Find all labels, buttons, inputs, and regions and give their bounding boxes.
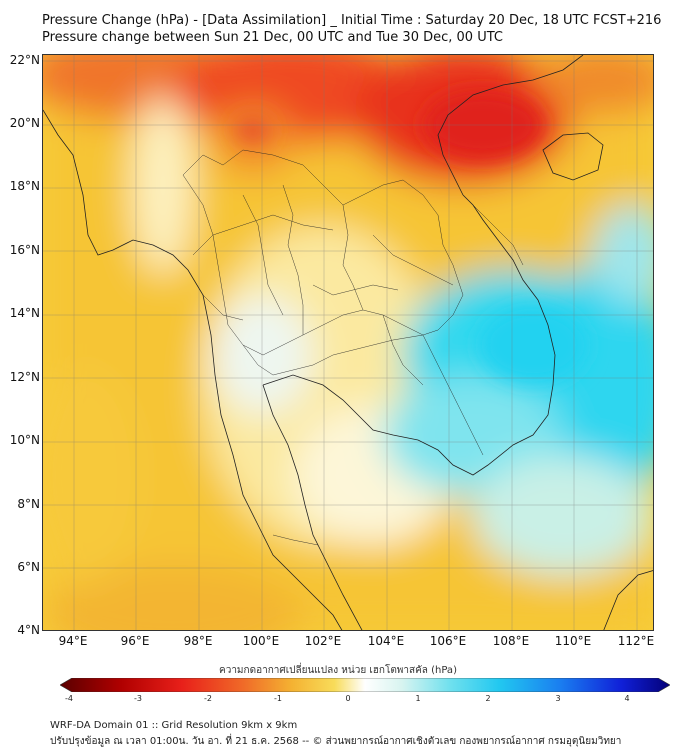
- footer-model-info: WRF-DA Domain 01 :: Grid Resolution 9km …: [50, 720, 298, 731]
- lat-label-12n: 12°N: [9, 370, 40, 384]
- colorbar-tick: 2: [485, 694, 491, 703]
- admin-borders: [182, 149, 524, 546]
- chart-title: Pressure Change (hPa) - [Data Assimilati…: [42, 13, 662, 28]
- lat-label-6n: 6°N: [17, 560, 40, 574]
- lat-label-18n: 18°N: [9, 179, 40, 193]
- lat-label-14n: 14°N: [9, 306, 40, 320]
- colorbar-tick: -2: [204, 694, 212, 703]
- lon-label-94e: 94°E: [58, 634, 88, 648]
- lon-label-98e: 98°E: [183, 634, 213, 648]
- lat-label-4n: 4°N: [17, 623, 40, 637]
- graticule: [43, 55, 653, 630]
- lat-label-22n: 22°N: [9, 53, 40, 67]
- lon-label-108e: 108°E: [492, 634, 530, 648]
- lon-label-100e: 100°E: [242, 634, 280, 648]
- footer-credit: ปรับปรุงข้อมูล ณ เวลา 01:00น. วัน อา. ที…: [50, 736, 622, 747]
- colorbar-tick: -1: [274, 694, 282, 703]
- lon-label-110e: 110°E: [554, 634, 592, 648]
- chart-subtitle: Pressure change between Sun 21 Dec, 00 U…: [42, 30, 503, 45]
- colorbar-tick: 3: [555, 694, 561, 703]
- colorbar-label: ความกดอากาศเปลี่ยนแปลง หน่วย เฮกโตพาสคัล…: [219, 665, 457, 676]
- colorbar: [60, 678, 670, 692]
- lon-label-112e: 112°E: [617, 634, 655, 648]
- lon-label-102e: 102°E: [304, 634, 342, 648]
- lon-label-96e: 96°E: [120, 634, 150, 648]
- pressure-change-map[interactable]: [42, 54, 654, 631]
- map-canvas: [43, 55, 653, 630]
- lon-label-106e: 106°E: [429, 634, 467, 648]
- lat-label-10n: 10°N: [9, 433, 40, 447]
- colorbar-tick: 1: [415, 694, 421, 703]
- colorbar-tick: -3: [134, 694, 142, 703]
- colorbar-tick: 4: [624, 694, 630, 703]
- colorbar-tick: 0: [345, 694, 351, 703]
- lat-label-8n: 8°N: [17, 497, 40, 511]
- lat-label-20n: 20°N: [9, 116, 40, 130]
- lon-label-104e: 104°E: [367, 634, 405, 648]
- colorbar-tick: -4: [65, 694, 73, 703]
- lat-label-16n: 16°N: [9, 243, 40, 257]
